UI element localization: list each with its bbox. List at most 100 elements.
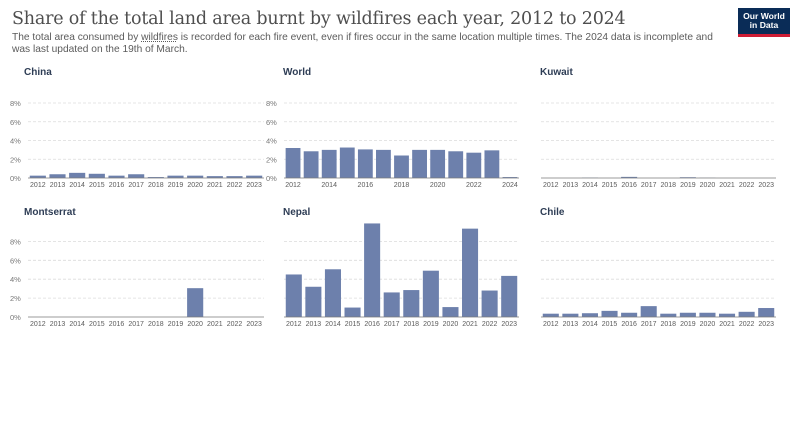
china-bar-2013	[49, 174, 66, 178]
montserrat-x-tick-label: 2019	[168, 321, 184, 328]
china-y-tick-label: 2%	[10, 155, 21, 164]
subtitle-text-end: is recorded for each fire event, even if…	[12, 32, 713, 55]
nepal-x-tick-label: 2014	[325, 321, 341, 328]
nepal-x-tick-label: 2018	[404, 321, 420, 328]
montserrat-y-tick-label: 0%	[10, 313, 21, 322]
china-x-tick-label: 2014	[69, 182, 85, 189]
world-bar-2015	[339, 147, 355, 178]
kuwait-x-tick-label: 2020	[700, 182, 716, 189]
kuwait-x-tick-label: 2014	[582, 182, 598, 189]
chile-bar-2015	[601, 310, 618, 317]
china-x-tick-label: 2021	[207, 182, 223, 189]
kuwait-bar-2016	[621, 176, 638, 178]
china-panel-title: China	[24, 67, 52, 78]
nepal-x-tick-label: 2022	[482, 321, 498, 328]
world-panel-title: World	[283, 67, 311, 78]
world-bar-2012	[285, 148, 301, 178]
china-x-tick-label: 2019	[168, 182, 184, 189]
chile-x-tick-label: 2020	[700, 321, 716, 328]
china-x-tick-label: 2012	[30, 182, 46, 189]
nepal-bar-2013	[305, 286, 322, 317]
montserrat-y-tick-label: 6%	[10, 256, 21, 265]
montserrat-x-tick-label: 2022	[227, 321, 243, 328]
nepal-bar-2015	[344, 307, 361, 317]
owid-logo[interactable]: Our World in Data	[738, 8, 790, 37]
montserrat-x-tick-label: 2020	[187, 321, 203, 328]
montserrat-x-tick-label: 2015	[89, 321, 105, 328]
world-bar-2018	[394, 155, 409, 178]
montserrat-x-tick-label: 2013	[50, 321, 66, 328]
kuwait-panel-title: Kuwait	[540, 67, 573, 78]
chile-x-tick-label: 2012	[543, 321, 559, 328]
nepal-bar-2018	[403, 290, 420, 317]
chile-bar-2012	[542, 313, 559, 317]
kuwait-x-tick-label: 2018	[661, 182, 677, 189]
world-bar-2020	[430, 149, 446, 178]
montserrat-y-tick-label: 4%	[10, 275, 21, 284]
world-y-tick-label: 2%	[266, 155, 277, 164]
world-bar-2024	[502, 177, 518, 178]
world-y-tick-label: 8%	[266, 99, 277, 108]
montserrat-x-tick-label: 2016	[109, 321, 125, 328]
world-bar-2019	[412, 149, 427, 178]
wildfires-link[interactable]: wildfires	[141, 32, 178, 43]
nepal-x-tick-label: 2019	[423, 321, 439, 328]
nepal-bar-2012	[285, 274, 302, 317]
china-x-tick-label: 2018	[148, 182, 164, 189]
montserrat-x-tick-label: 2021	[207, 321, 223, 328]
world-x-tick-label: 2014	[321, 182, 337, 189]
china-y-tick-label: 6%	[10, 118, 21, 127]
chart-subtitle: The total area consumed by wildfires is …	[12, 32, 732, 56]
chile-x-tick-label: 2016	[621, 321, 637, 328]
nepal-x-tick-label: 2015	[345, 321, 361, 328]
chile-x-tick-label: 2021	[719, 321, 735, 328]
world-y-tick-label: 4%	[266, 137, 277, 146]
logo-line-1: Our World	[743, 10, 785, 21]
china-bar-2023	[246, 175, 263, 178]
chile-x-tick-label: 2019	[680, 321, 696, 328]
chile-bar-2019	[679, 312, 696, 317]
nepal-bar-2022	[481, 290, 498, 317]
china-y-tick-label: 0%	[10, 174, 21, 183]
montserrat-x-tick-label: 2017	[128, 321, 144, 328]
china-bar-2022	[226, 176, 243, 178]
kuwait-x-tick-label: 2015	[602, 182, 618, 189]
world-x-tick-label: 2018	[394, 182, 410, 189]
world-bar-2013	[303, 151, 319, 178]
chile-x-tick-label: 2015	[602, 321, 618, 328]
world-x-tick-label: 2022	[466, 182, 482, 189]
china-bar-2018	[147, 177, 164, 178]
nepal-x-tick-label: 2012	[286, 321, 302, 328]
nepal-x-tick-label: 2020	[443, 321, 459, 328]
subtitle-text-start: The total area consumed by	[12, 32, 142, 43]
china-bar-2019	[167, 175, 184, 178]
china-x-tick-label: 2020	[187, 182, 203, 189]
chile-bar-2013	[562, 313, 579, 317]
kuwait-x-tick-label: 2016	[621, 182, 637, 189]
chile-bar-2020	[699, 312, 716, 317]
nepal-x-tick-label: 2017	[384, 321, 400, 328]
world-y-tick-label: 0%	[266, 174, 277, 183]
montserrat-y-tick-label: 8%	[10, 237, 21, 246]
world-bar-2017	[376, 149, 391, 178]
china-y-tick-label: 4%	[10, 137, 21, 146]
world-bar-2021	[448, 151, 464, 178]
world-x-tick-label: 2024	[502, 182, 518, 189]
nepal-x-tick-label: 2013	[306, 321, 322, 328]
montserrat-x-tick-label: 2018	[148, 321, 164, 328]
china-bar-2015	[88, 173, 105, 178]
chile-panel-title: Chile	[540, 207, 565, 218]
logo-line-2: in Data	[749, 20, 779, 30]
chile-x-tick-label: 2017	[641, 321, 657, 328]
chile-bar-2016	[621, 312, 638, 317]
kuwait-x-tick-label: 2013	[563, 182, 579, 189]
chile-bar-2014	[581, 313, 598, 317]
chile-x-tick-label: 2022	[739, 321, 755, 328]
montserrat-x-tick-label: 2014	[69, 321, 85, 328]
chile-x-tick-label: 2014	[582, 321, 598, 328]
montserrat-x-tick-label: 2023	[246, 321, 262, 328]
kuwait-x-tick-label: 2019	[680, 182, 696, 189]
nepal-x-tick-label: 2016	[364, 321, 380, 328]
china-bar-2021	[206, 176, 223, 178]
